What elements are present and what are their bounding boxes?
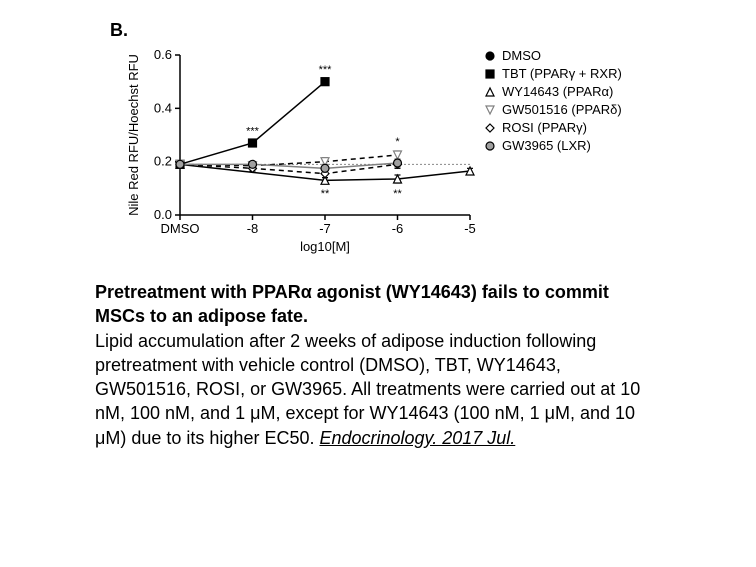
svg-text:0.2: 0.2 — [154, 154, 172, 169]
svg-text:WY14643 (PPARα): WY14643 (PPARα) — [502, 84, 613, 99]
svg-text:DMSO: DMSO — [161, 221, 200, 236]
svg-text:-5: -5 — [464, 221, 476, 236]
panel-label: B. — [110, 20, 128, 41]
svg-text:-8: -8 — [247, 221, 259, 236]
svg-text:0.0: 0.0 — [154, 207, 172, 222]
chart-svg: 0.0 0.2 0.4 0.6 DMSO -8 -7 -6 -5 Nile Red RFU/Hoe… — [110, 40, 630, 255]
svg-text:ROSI (PPARγ): ROSI (PPARγ) — [502, 120, 587, 135]
svg-text:Nile Red RFU/Hoechst RFU: Nile Red RFU/Hoechst RFU — [126, 54, 141, 216]
svg-text:DMSO: DMSO — [502, 48, 541, 63]
svg-text:0.6: 0.6 — [154, 47, 172, 62]
svg-text:GW3965 (LXR): GW3965 (LXR) — [502, 138, 591, 153]
svg-text:GW501516 (PPARδ): GW501516 (PPARδ) — [502, 102, 622, 117]
svg-text:0.4: 0.4 — [154, 100, 172, 115]
svg-text:-7: -7 — [319, 221, 331, 236]
caption-title: Pretreatment with PPARα agonist (WY14643… — [95, 282, 609, 326]
svg-text:**: ** — [321, 188, 330, 200]
chart: 0.0 0.2 0.4 0.6 DMSO -8 -7 -6 -5 Nile Red RFU/Hoe… — [110, 40, 630, 260]
figure-caption: Pretreatment with PPARα agonist (WY14643… — [95, 280, 655, 450]
svg-text:-6: -6 — [392, 221, 404, 236]
svg-text:***: *** — [246, 125, 260, 137]
svg-text:TBT (PPARγ + RXR): TBT (PPARγ + RXR) — [502, 66, 622, 81]
svg-text:*: * — [395, 136, 400, 148]
svg-text:***: *** — [319, 64, 333, 76]
svg-text:log10[M]: log10[M] — [300, 239, 350, 254]
caption-citation: Endocrinology. 2017 Jul. — [319, 428, 515, 448]
svg-text:**: ** — [393, 188, 402, 200]
